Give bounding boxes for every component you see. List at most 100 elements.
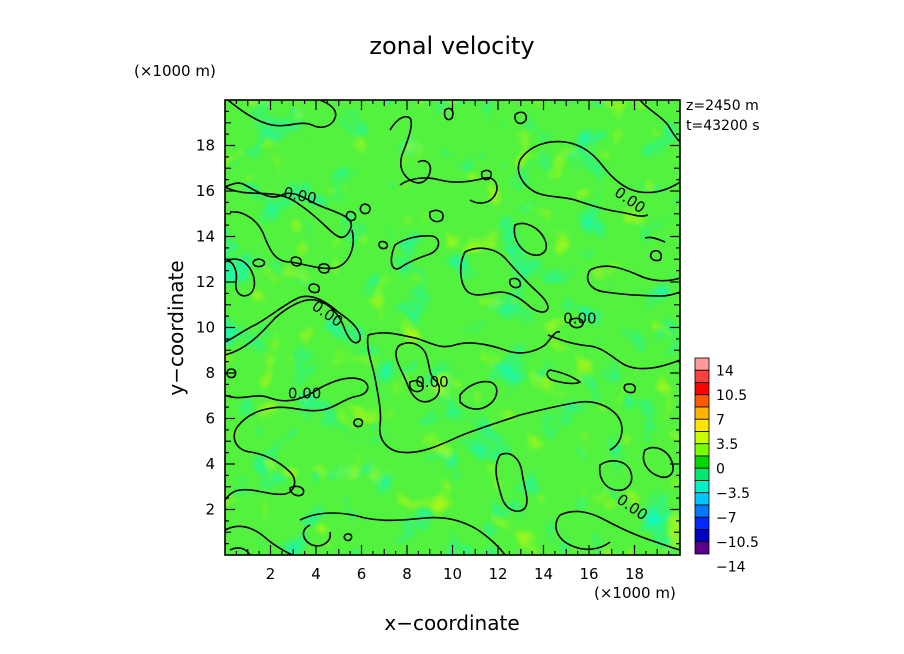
y-axis-label: y−coordinate: [164, 260, 188, 395]
colorbar-label: 0: [716, 461, 725, 477]
colorbar-label: 10.5: [716, 388, 747, 404]
contour-line: [252, 258, 266, 268]
y-tick-label: 18: [196, 137, 215, 155]
colorbar-swatch: [694, 541, 710, 555]
zero-contours: [225, 100, 680, 555]
x-tick-labels: 2 4 6 8 10 12 14 16 18: [266, 565, 644, 583]
contour-line: [555, 514, 611, 551]
contour-line: [568, 317, 584, 329]
axes: [224, 99, 681, 556]
contour-line: [317, 263, 331, 274]
colorbar-label: −10.5: [716, 535, 759, 551]
contour-line: [514, 111, 528, 125]
yellow-texture: [225, 100, 680, 555]
y-tick-label: 2: [205, 501, 215, 519]
contour-line: [229, 547, 251, 555]
contour-line: [399, 176, 498, 204]
colorbar-label: −7: [716, 510, 737, 526]
contour-line: [290, 256, 303, 267]
y-tick-label: 6: [205, 410, 215, 428]
contour-line: [366, 334, 623, 454]
contour-line: [547, 334, 680, 370]
contour-line: [639, 100, 680, 143]
x-tick-label: 12: [488, 565, 507, 583]
contour-line: [229, 211, 354, 270]
x-tick-label: 8: [402, 565, 412, 583]
colorbar-label: 7: [716, 412, 725, 428]
contour-line: [225, 525, 293, 555]
contour-line: [225, 182, 353, 238]
contour-line: [428, 209, 444, 223]
colorbar-swatch: [694, 492, 710, 506]
contour-line: [225, 258, 256, 297]
y-tick-label: 16: [196, 182, 215, 200]
contour-line: [517, 159, 649, 217]
contour-line: [644, 236, 666, 243]
x-unit-label: (×1000 m): [594, 584, 676, 602]
x-tick-label: 14: [534, 565, 553, 583]
contour-line: [378, 240, 389, 250]
x-tick-label: 2: [266, 565, 276, 583]
contour-line: [226, 368, 237, 379]
x-tick-label: 16: [579, 565, 598, 583]
x-axis-label: x−coordinate: [384, 611, 519, 635]
colorbar-swatch: [694, 431, 710, 445]
y-tick-label: 14: [196, 228, 215, 246]
colorbar-swatch: [694, 369, 710, 383]
y-tick-label: 12: [196, 273, 215, 291]
contour-line: [353, 418, 364, 428]
time-annotation: t=43200 s: [686, 118, 760, 134]
contour-line: [225, 295, 361, 356]
colorbar-swatch: [694, 406, 710, 420]
colorbar-swatch: [694, 455, 710, 469]
contour-line: [390, 235, 440, 270]
contour-line: [359, 203, 371, 215]
contour-line: [299, 512, 506, 555]
contour-line: [546, 369, 582, 385]
contour-line: [519, 140, 680, 194]
x-tick-label: 4: [311, 565, 321, 583]
contour-line: [302, 524, 332, 547]
y-tick-label: 8: [205, 364, 215, 382]
contour-line: [508, 277, 522, 289]
plot-area: [225, 100, 680, 555]
colorbar-label: −14: [716, 559, 746, 575]
y-unit-label: (×1000 m): [134, 62, 216, 80]
z-level-annotation: z=2450 m: [686, 98, 759, 114]
colorbar-swatch: [694, 357, 710, 371]
contour-line: [649, 249, 663, 262]
contour-line: [495, 452, 528, 512]
contour-line: [586, 269, 680, 297]
contour-line: [443, 107, 454, 121]
contour-line: [289, 485, 305, 497]
chart-title: zonal velocity: [369, 32, 534, 60]
colorbar-swatch: [694, 516, 710, 530]
contour-line: [559, 510, 680, 551]
contour-line: [459, 247, 549, 313]
contour-label: 0.00: [288, 384, 321, 402]
contour-line: [408, 379, 424, 393]
contour-line: [389, 115, 432, 184]
colorbar: 14 10.5 7 3.5 0 −3.5 −7 −10.5 −14: [694, 357, 759, 575]
contour-label: 0.00: [563, 309, 596, 327]
contour-line: [589, 265, 680, 282]
y-tick-label: 4: [205, 455, 215, 473]
x-tick-label: 6: [357, 565, 367, 583]
y-tick-label: 10: [196, 319, 215, 337]
colorbar-swatch: [694, 443, 710, 457]
colorbar-swatch: [694, 382, 710, 396]
contour-line: [343, 533, 353, 542]
contour-line: [598, 460, 633, 492]
contour-line: [513, 222, 548, 256]
contour-line: [367, 330, 561, 354]
contour-label: 0.00: [415, 373, 448, 391]
colorbar-swatch: [694, 394, 710, 408]
contour-line: [459, 380, 498, 410]
y-tick-labels: 2 4 6 8 10 12 14 16 18: [196, 137, 215, 519]
contour-line: [642, 446, 674, 478]
colorbar-label: 3.5: [716, 437, 738, 453]
contour-line: [345, 210, 357, 222]
colorbar-swatch: [694, 529, 710, 543]
contour-line: [308, 283, 321, 294]
